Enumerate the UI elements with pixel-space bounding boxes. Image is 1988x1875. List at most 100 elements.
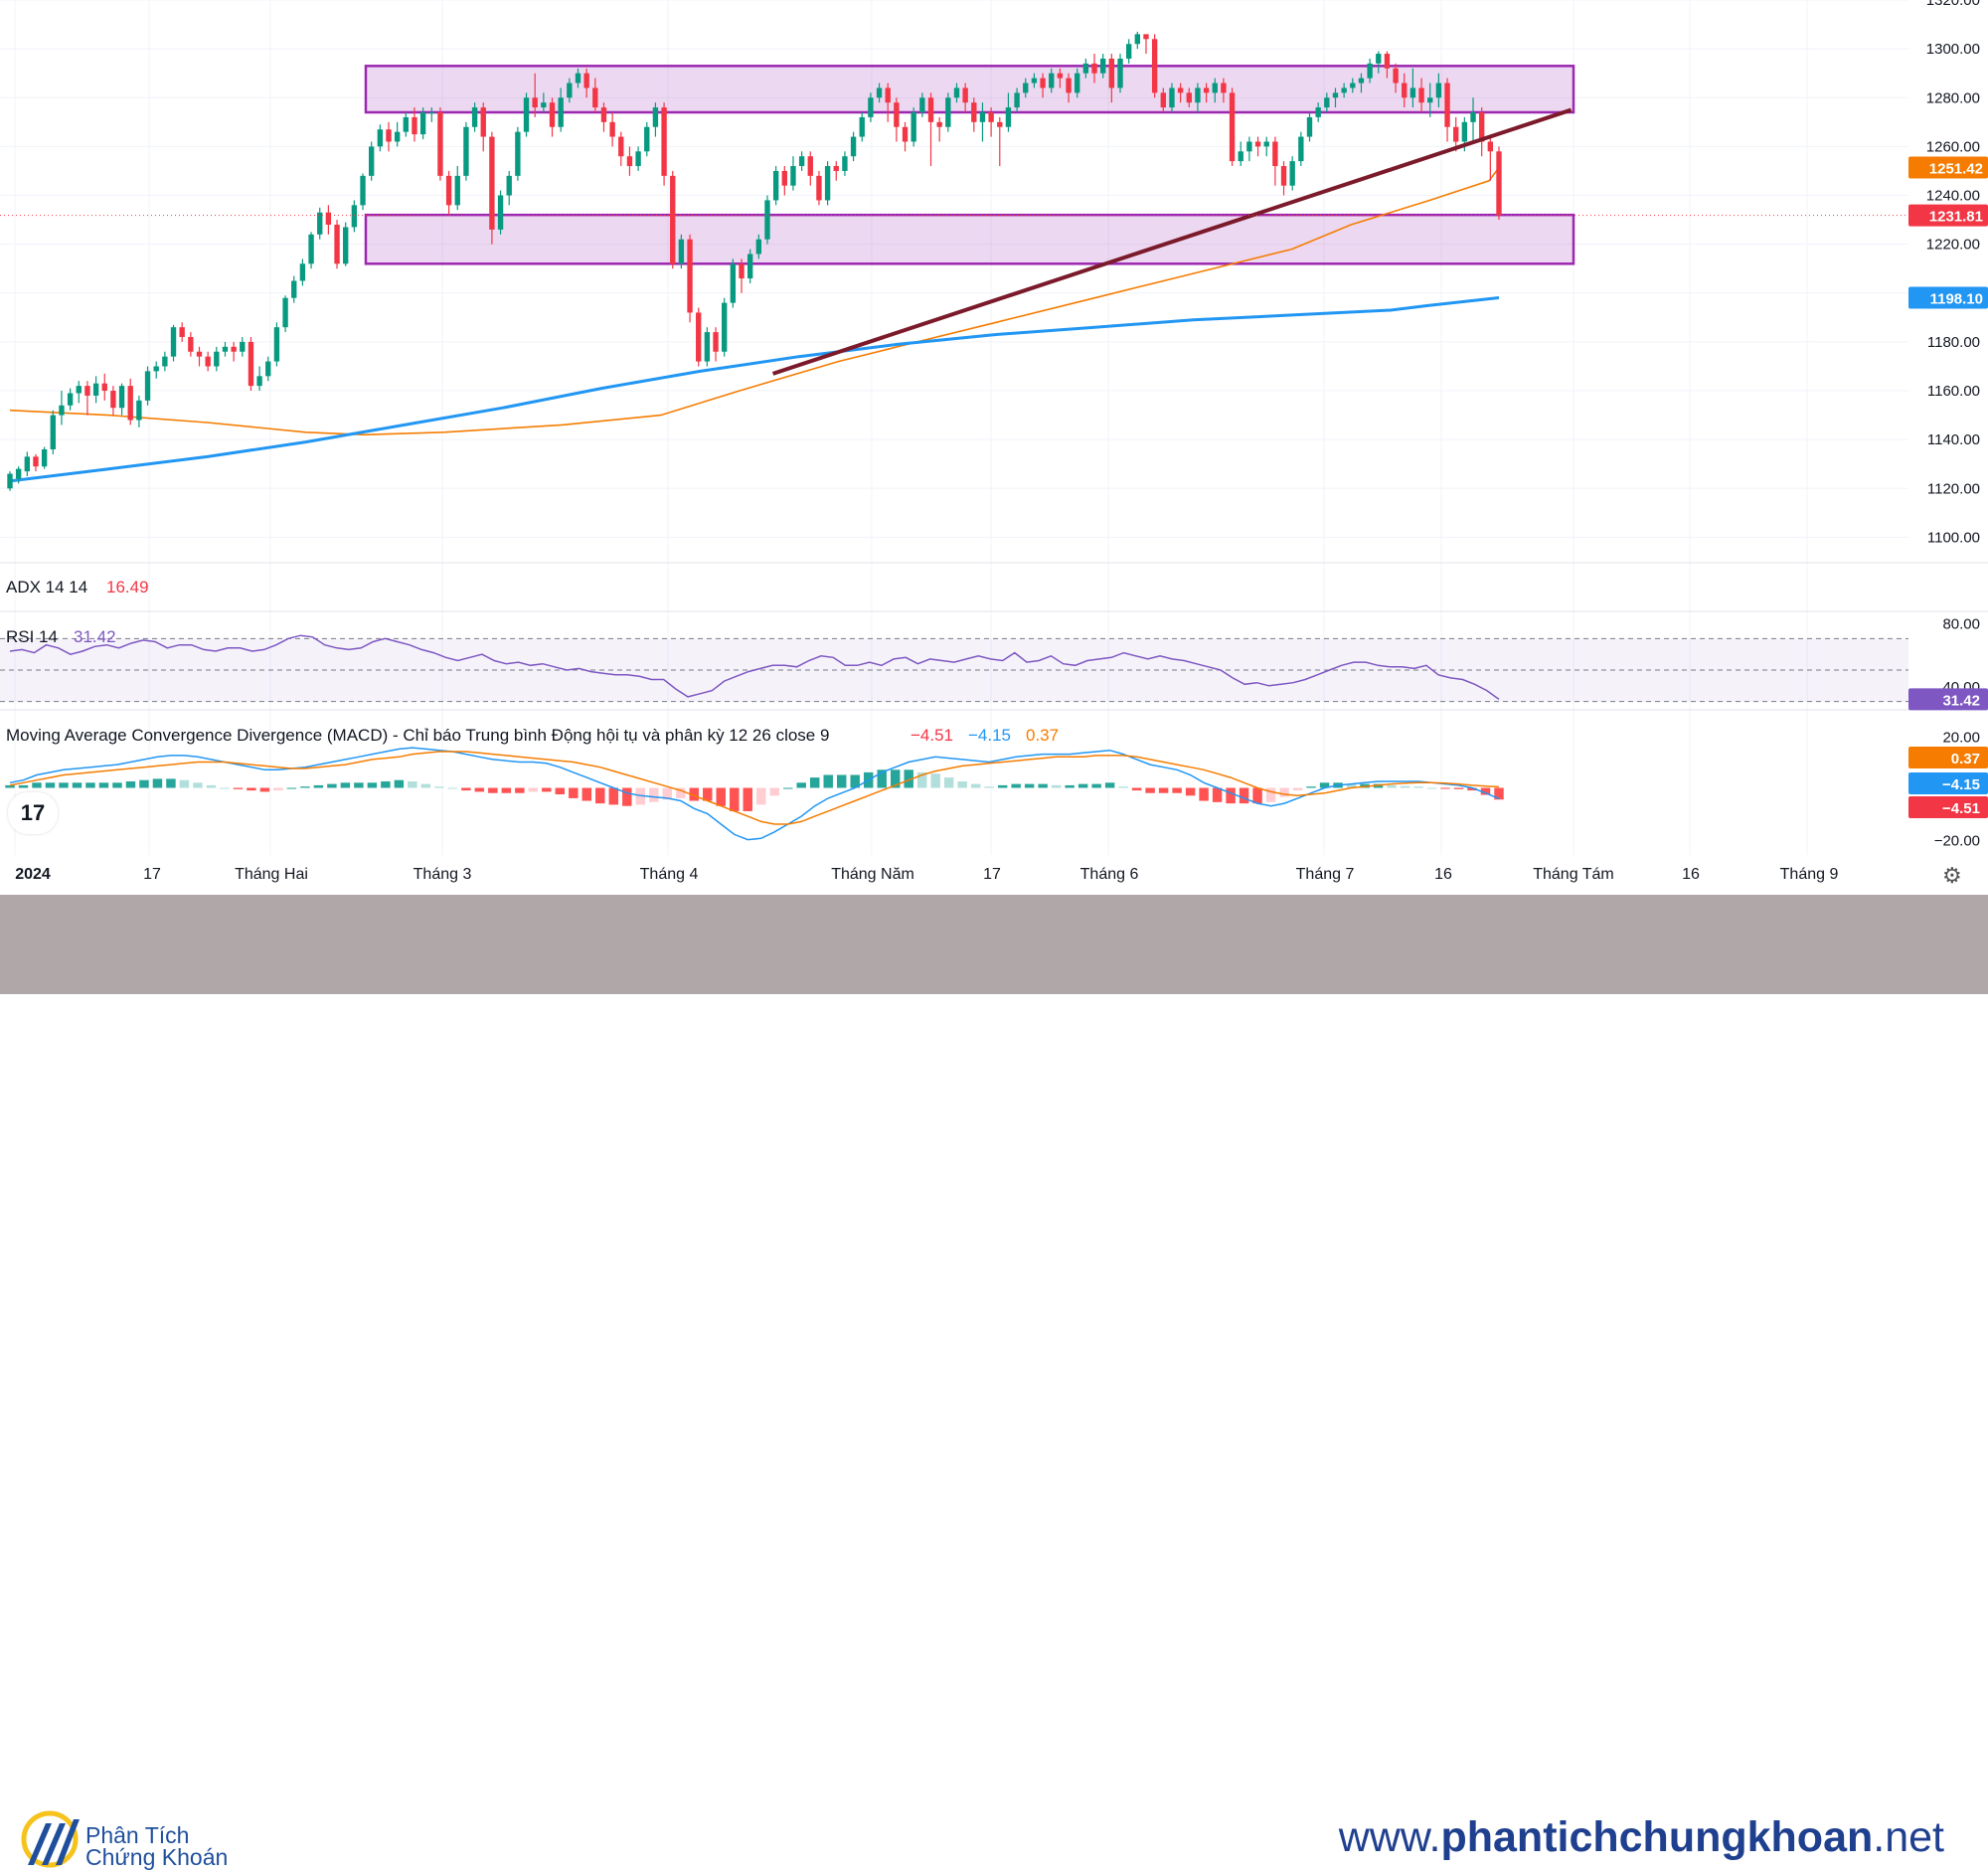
macd-histogram-bar	[98, 782, 109, 788]
macd-histogram-bar	[1145, 787, 1155, 793]
candle-body	[1075, 73, 1080, 93]
macd-histogram-bar	[823, 774, 833, 788]
candle-body	[1306, 116, 1313, 137]
macd-histogram-bar	[354, 782, 364, 788]
macd-axis-label: −4.51	[1942, 800, 1980, 817]
tradingview-logo-icon[interactable]: 17	[8, 792, 58, 834]
candle-body	[325, 212, 332, 225]
x-axis-tick-label: Tháng 3	[414, 866, 472, 883]
candle-body	[368, 146, 375, 176]
x-axis-tick-label: Tháng 6	[1080, 866, 1139, 883]
macd-histogram-bar	[662, 787, 673, 800]
macd-histogram-bar	[394, 779, 405, 788]
candle-body	[1117, 58, 1123, 88]
price-axis-tick-label: 1280.00	[1926, 89, 1980, 106]
macd-histogram-bar	[1118, 786, 1128, 788]
moving-average-orange-line	[9, 167, 1500, 436]
candle-body	[377, 129, 384, 147]
candle-body	[1332, 92, 1339, 98]
candle-body	[988, 112, 994, 122]
macd-histogram-bar	[408, 780, 417, 788]
candle-body	[92, 383, 99, 396]
macd-histogram-bar	[528, 787, 539, 792]
candle-body	[798, 156, 805, 167]
candle-body	[833, 166, 839, 171]
price-axis-label-bg	[1908, 204, 1988, 227]
candle-body	[1324, 97, 1330, 108]
x-axis-tick-label: 16	[1682, 866, 1700, 883]
candle-body	[1031, 78, 1038, 84]
candle-body	[471, 107, 478, 127]
macd-histogram-bar	[703, 787, 713, 801]
candle-body	[515, 131, 521, 176]
candle-body	[1203, 87, 1210, 93]
macd-histogram-bar	[1467, 787, 1477, 791]
macd-histogram-bar	[1226, 787, 1236, 804]
candle-body	[1376, 54, 1382, 64]
macd-histogram-bar	[649, 787, 659, 802]
candle-body	[1195, 87, 1201, 103]
candle-body	[1169, 87, 1175, 108]
candle-body	[850, 136, 857, 157]
macd-histogram-bar	[836, 774, 847, 788]
candle-body	[592, 87, 598, 108]
candle-body	[661, 107, 667, 176]
price-axis-tick-label: 1260.00	[1926, 138, 1980, 155]
candle-body	[291, 280, 297, 298]
macd-histogram-bar	[1051, 784, 1062, 788]
adx-value: 16.49	[106, 578, 149, 597]
candle-body	[489, 136, 495, 230]
settings-gear-icon[interactable]: ⚙	[1942, 863, 1962, 888]
candle-body	[1272, 141, 1278, 167]
macd-histogram-bar	[152, 778, 163, 788]
price-axis-tick-label: 1320.00	[1926, 0, 1980, 9]
macd-histogram-bar	[1131, 787, 1142, 791]
candle-body	[386, 129, 392, 142]
candle-body	[41, 449, 48, 467]
x-axis-tick-label: Tháng 9	[1780, 866, 1839, 883]
macd-histogram-bar	[1387, 784, 1397, 788]
candle-body	[859, 116, 865, 137]
candle-body	[1470, 112, 1476, 122]
trading-chart[interactable]: 1100.001120.001140.001160.001180.001200.…	[0, 0, 1988, 895]
candle-body	[222, 346, 229, 352]
macd-histogram-bar	[5, 784, 15, 788]
candle-body	[351, 205, 358, 228]
x-axis-tick-label: Tháng 4	[640, 866, 699, 883]
candle-body	[807, 156, 813, 176]
candle-body	[713, 332, 719, 352]
candle-body	[609, 121, 615, 137]
macd-histogram-bar	[877, 769, 887, 788]
rsi-label: RSI 14	[6, 627, 58, 646]
candle-body	[644, 126, 650, 152]
macd-histogram-bar	[1279, 787, 1289, 797]
candle-body	[1444, 83, 1450, 127]
macd-histogram-bar	[970, 783, 981, 788]
macd-signal-line	[9, 751, 1500, 825]
rsi-line	[9, 634, 1500, 701]
website-url[interactable]: www.phantichchungkhoan.net	[1338, 1813, 1944, 1861]
candle-body	[240, 341, 246, 352]
adx-label: ADX 14 14	[6, 578, 87, 597]
macd-histogram-bar	[313, 784, 324, 788]
candle-body	[127, 386, 133, 421]
macd-histogram-bar	[1172, 787, 1182, 793]
candle-body	[1298, 136, 1304, 162]
candle-body	[816, 175, 822, 201]
candle-body	[188, 337, 194, 352]
macd-label: Moving Average Convergence Divergence (M…	[6, 726, 829, 745]
candle-body	[1057, 73, 1064, 79]
macd-histogram-bar	[1292, 787, 1303, 791]
macd-histogram-bar	[796, 782, 806, 788]
macd-histogram-bar	[730, 787, 740, 811]
candle-body	[497, 195, 504, 230]
candle-body	[618, 136, 624, 157]
candle-body	[1108, 58, 1115, 88]
candle-body	[902, 126, 909, 142]
candle-body	[445, 175, 452, 206]
macd-histogram-bar	[139, 779, 149, 788]
candle-body	[549, 102, 556, 127]
macd-histogram-bar	[957, 780, 967, 788]
candle-body	[722, 302, 728, 352]
candle-body	[1040, 78, 1046, 88]
